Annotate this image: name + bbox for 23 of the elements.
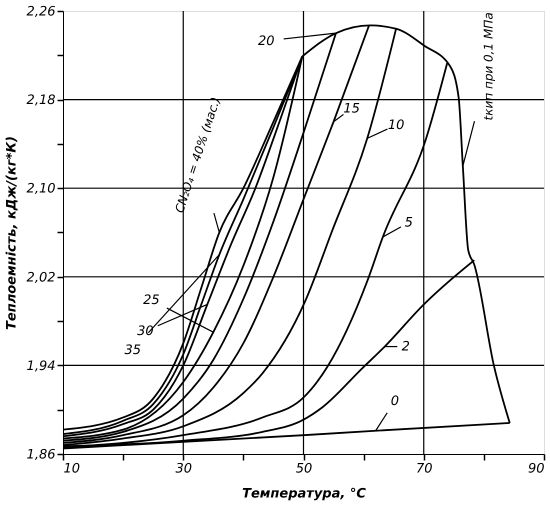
- y-axis-title: Теплоемність, кДж/(кг*К): [4, 136, 20, 330]
- x-tick-label: 70: [416, 462, 433, 476]
- annotation: 20: [258, 34, 274, 49]
- annotation: 5: [404, 216, 413, 231]
- y-tick-label: 2,26: [26, 4, 56, 20]
- annotation: 10: [388, 118, 404, 134]
- y-tick-label: 1,86: [26, 448, 56, 462]
- y-tick-label: 2,02: [26, 270, 56, 286]
- annotation: 30: [137, 324, 154, 340]
- y-tick-label: 2,18: [26, 93, 56, 108]
- annotation: 35: [124, 342, 142, 358]
- annotation: 25: [143, 293, 160, 308]
- annotation: 15: [343, 101, 360, 116]
- annotation: 2: [402, 340, 410, 355]
- annotation: tкип при 0,1 МПа: [482, 12, 496, 120]
- x-axis-title: Температура, °C: [242, 486, 366, 502]
- y-tick-label: 2,10: [26, 182, 56, 197]
- x-tick-label: 30: [175, 462, 192, 476]
- y-tick-label: 1,94: [26, 358, 56, 374]
- x-tick-label: 90: [528, 462, 544, 476]
- x-tick-label: 50: [296, 462, 312, 476]
- x-tick-label: 10: [64, 462, 80, 476]
- annotation: 0: [390, 394, 400, 409]
